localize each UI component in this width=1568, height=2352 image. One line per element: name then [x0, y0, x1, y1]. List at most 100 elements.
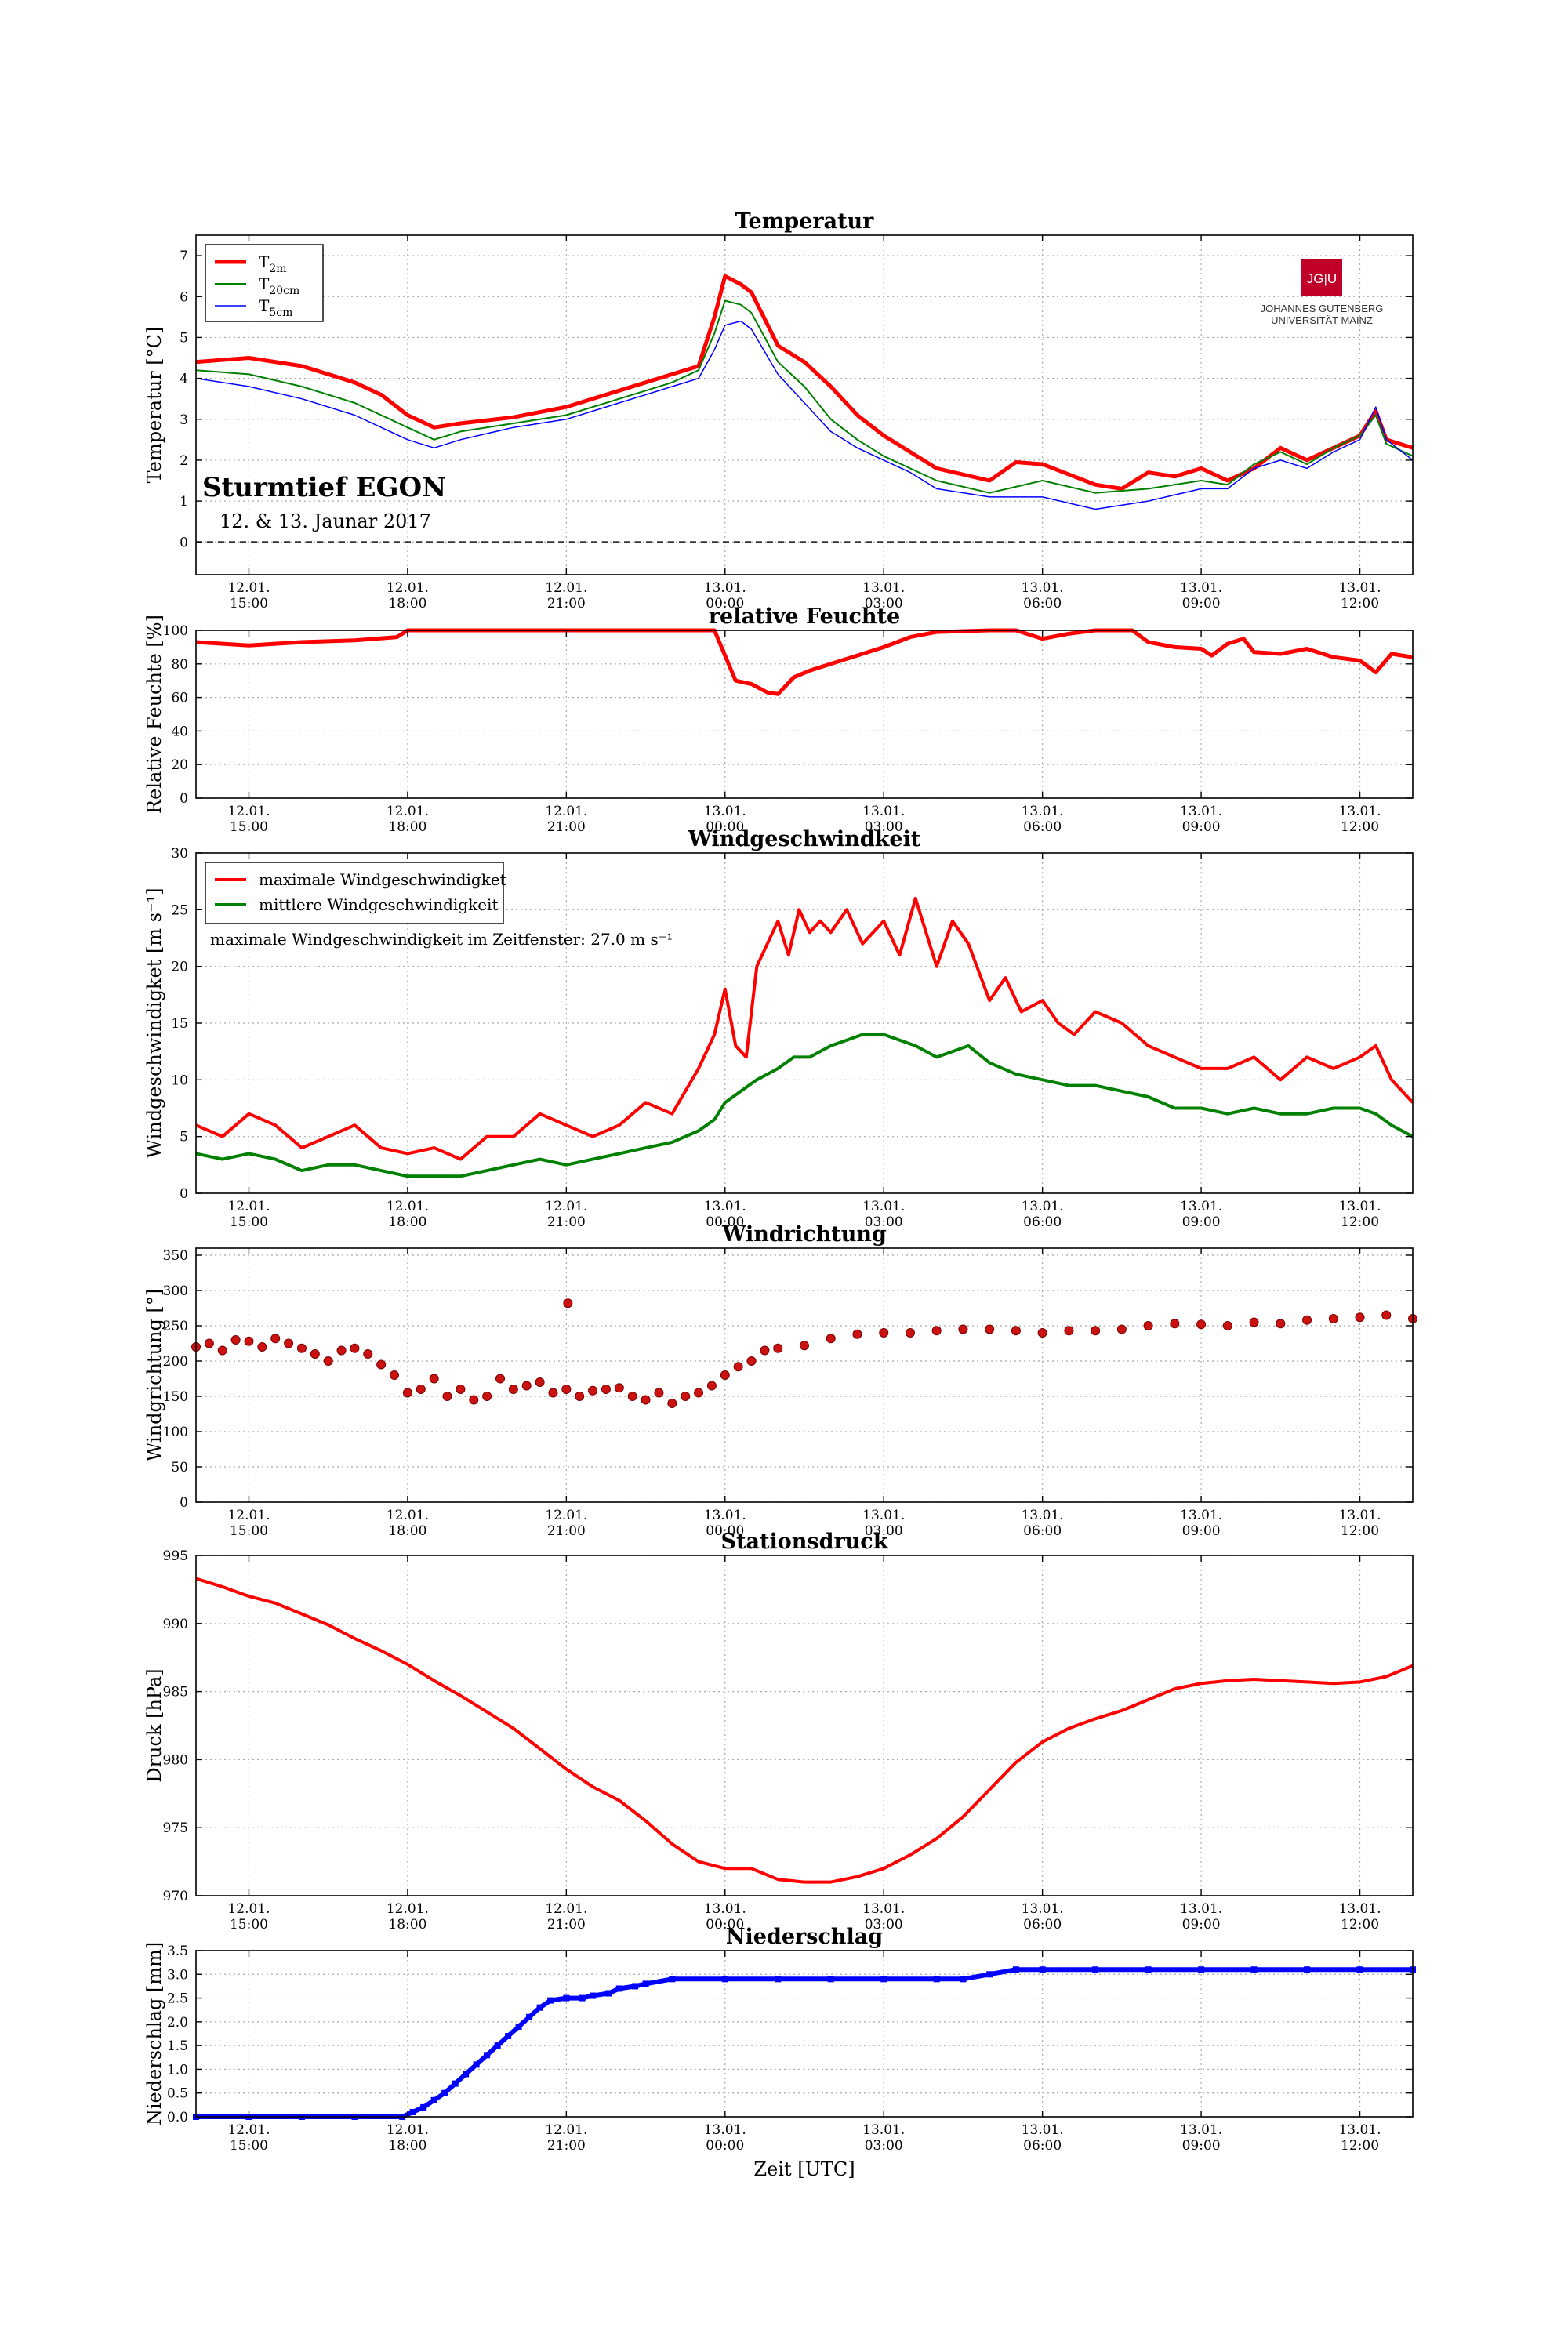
y-tick-label: 5 [180, 1130, 188, 1145]
wind-direction-point [482, 1392, 492, 1401]
wind-direction-point [1302, 1315, 1312, 1325]
x-tick-label: 13.01. [1338, 1508, 1381, 1523]
wind-direction-point [931, 1326, 942, 1336]
series-marker [547, 1997, 554, 2004]
wind-direction-point [310, 1349, 320, 1359]
x-tick-label: 13.01. [1338, 580, 1381, 596]
y-tick-label: 200 [163, 1354, 188, 1370]
panel-1: 02040608010012.01.15:0012.01.18:0012.01.… [143, 604, 1414, 835]
x-tick-label: 12:00 [1341, 596, 1379, 612]
wind-direction-point [826, 1334, 836, 1344]
y-tick-label: 2 [180, 453, 188, 469]
y-tick-label: 975 [163, 1820, 188, 1836]
y-tick-label: 300 [163, 1283, 188, 1299]
x-tick-label: 13.01. [1180, 1508, 1222, 1523]
x-tick-label: 12.01. [227, 580, 270, 596]
x-tick-label: 03:00 [865, 1214, 903, 1230]
wind-direction-point [641, 1395, 651, 1405]
wind-direction-point [614, 1383, 624, 1393]
x-tick-label: 15:00 [230, 1214, 268, 1230]
x-tick-label: 03:00 [865, 1917, 903, 1933]
x-tick-label: 13.01. [862, 1508, 905, 1523]
wind-direction-point [508, 1385, 518, 1394]
wind-direction-point [1222, 1321, 1232, 1330]
x-tick-label: 13.01. [862, 2122, 905, 2138]
series-line-4-0 [195, 1577, 1414, 1884]
x-tick-label: 12:00 [1341, 2138, 1379, 2154]
wind-direction-point [561, 1385, 572, 1394]
x-tick-label: 03:00 [865, 2138, 903, 2154]
x-tick-label: 12.01. [545, 2122, 587, 2138]
wind-direction-point [1037, 1328, 1047, 1338]
series-marker [452, 2080, 459, 2087]
y-tick-label: 15 [171, 1016, 188, 1032]
x-tick-label: 13.01. [862, 1199, 905, 1214]
y-tick-label: 7 [180, 249, 188, 264]
y-tick-label: 0 [180, 1495, 188, 1511]
series-marker [430, 2096, 437, 2103]
series-marker [441, 2089, 448, 2096]
x-tick-label: 00:00 [706, 1917, 744, 1933]
x-tick-label: 21:00 [547, 1523, 586, 1539]
plot-frame [195, 1555, 1414, 1896]
wind-direction-point [760, 1345, 770, 1356]
wind-direction-point [521, 1381, 532, 1391]
wind-direction-point [601, 1385, 611, 1394]
series-marker [880, 1976, 887, 1983]
x-tick-label: 00:00 [706, 1523, 744, 1539]
x-tick-label: 06:00 [1023, 819, 1062, 835]
legend-label: maximale Windgeschwindigket [259, 870, 506, 889]
series-marker [775, 1976, 782, 1983]
x-tick-label: 03:00 [865, 1523, 903, 1539]
wind-direction-point [627, 1392, 637, 1401]
y-tick-label: 0 [180, 1186, 188, 1202]
x-tick-label: 13.01. [1022, 1508, 1064, 1523]
x-tick-label: 18:00 [388, 819, 426, 835]
storm-title: Sturmtief EGON [202, 472, 446, 503]
jgu-logo-mark [1301, 259, 1342, 296]
series-marker [484, 2052, 491, 2059]
x-tick-label: 12.01. [545, 804, 587, 819]
jgu-logo: JG|U JOHANNES GUTENBERG UNIVERSITÄT MAIN… [1261, 259, 1383, 326]
x-tick-label: 13.01. [1338, 2122, 1381, 2138]
plot-frame [195, 234, 1414, 575]
x-tick-label: 15:00 [230, 1523, 268, 1539]
wind-direction-point [284, 1338, 294, 1348]
series-marker [494, 2042, 501, 2049]
wind-direction-point [1328, 1314, 1338, 1323]
y-tick-label: 970 [163, 1889, 188, 1904]
x-tick-label: 13.01. [704, 804, 746, 819]
plot-frame [195, 1247, 1414, 1503]
x-tick-label: 13.01. [862, 580, 905, 596]
wind-direction-point [336, 1345, 347, 1356]
y-tick-label: 30 [171, 846, 188, 862]
wind-direction-point [204, 1338, 214, 1348]
y-tick-label: 0 [180, 535, 188, 550]
wind-direction-point [720, 1370, 730, 1380]
x-tick-label: 12.01. [545, 1508, 587, 1523]
y-tick-label: 985 [163, 1685, 188, 1700]
series-marker [1012, 1966, 1019, 1973]
series-marker [986, 1971, 993, 1978]
wind-direction-point [376, 1359, 387, 1370]
series-marker [505, 2033, 512, 2040]
panel-0: 0123456712.01.15:0012.01.18:0012.01.21:0… [143, 209, 1414, 612]
x-tick-label: 06:00 [1023, 2138, 1062, 2154]
panel-3: 05010015020025030035012.01.15:0012.01.18… [143, 1222, 1417, 1539]
x-tick-label: 13.01. [1180, 1199, 1222, 1214]
x-tick-label: 12:00 [1341, 1214, 1379, 1230]
wind-direction-point [563, 1298, 573, 1308]
series-marker [409, 2108, 416, 2115]
series-marker [463, 2071, 470, 2078]
y-axis-label: Windgrichtung [°] [143, 1289, 165, 1461]
y-tick-label: 6 [180, 289, 188, 305]
series-marker [721, 1976, 728, 1983]
wind-direction-point [296, 1343, 307, 1353]
wind-direction-point [1355, 1312, 1365, 1323]
wind-direction-point [905, 1328, 915, 1338]
x-tick-label: 06:00 [1023, 1214, 1062, 1230]
wind-direction-point [681, 1392, 691, 1401]
y-axis-label: Relative Feuchte [%] [143, 615, 165, 814]
jgu-logo-mark-text: JG|U [1307, 271, 1337, 286]
x-tick-label: 13.01. [1022, 2122, 1064, 2138]
